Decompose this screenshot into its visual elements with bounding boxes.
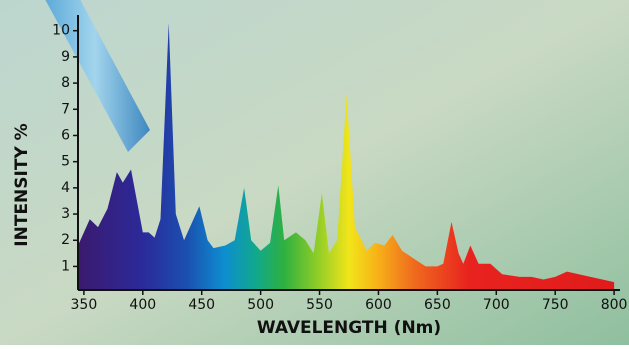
- x-tick-label: 400: [129, 297, 156, 313]
- x-axis-title: WAVELENGTH (Nm): [257, 318, 441, 338]
- y-tick-label: 8: [61, 75, 70, 91]
- y-tick-label: 9: [61, 49, 70, 65]
- y-tick-label: 2: [61, 232, 70, 248]
- x-tick-label: 600: [365, 297, 392, 313]
- x-tick-label: 450: [188, 297, 215, 313]
- y-tick-label: 3: [61, 206, 70, 222]
- y-axis-title: INTENSITY %: [12, 123, 32, 246]
- y-tick-label: 4: [61, 180, 70, 196]
- x-tick-label: 650: [424, 297, 451, 313]
- y-tick-label: 5: [61, 154, 70, 170]
- x-tick-label: 700: [483, 297, 510, 313]
- y-tick-label: 7: [61, 101, 70, 117]
- y-tick-label: 1: [61, 258, 70, 274]
- x-tick-label: 800: [601, 297, 628, 313]
- spectrum-area: [78, 22, 615, 290]
- decor-tube: [45, 0, 150, 152]
- x-tick-label: 350: [71, 297, 98, 313]
- x-tick-label: 500: [247, 297, 274, 313]
- x-tick-label: 750: [542, 297, 569, 313]
- x-tick-label: 550: [306, 297, 333, 313]
- y-tick-label: 10: [52, 23, 70, 39]
- y-tick-label: 6: [61, 127, 70, 143]
